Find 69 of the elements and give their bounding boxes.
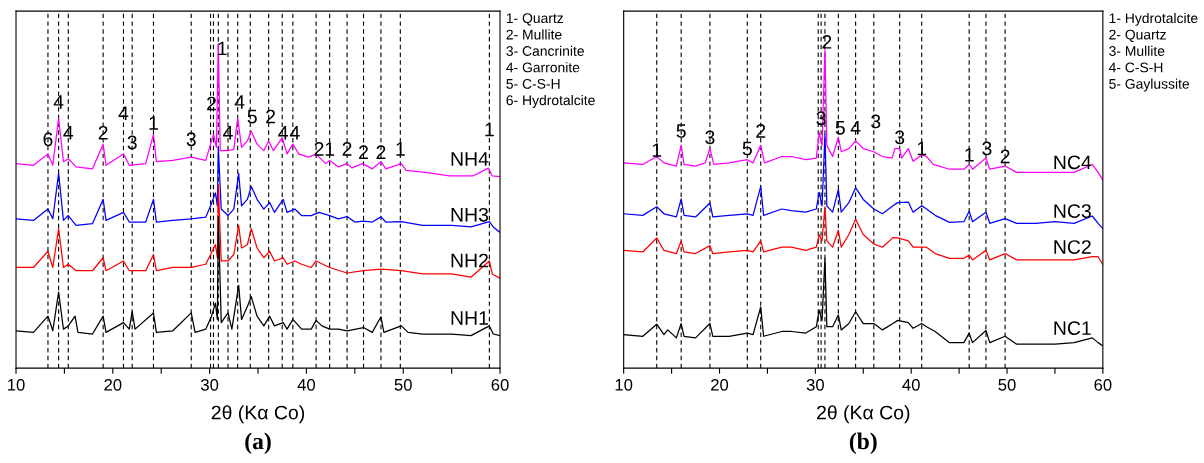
text: 3- Cancrinite xyxy=(506,45,584,56)
annotation: 1 xyxy=(325,142,335,156)
annotation: 4 xyxy=(850,121,861,135)
annotation: 5 xyxy=(835,121,845,135)
x-tick-label: 10 xyxy=(8,378,25,391)
annotation: 2 xyxy=(314,142,324,156)
x-tick-label: 60 xyxy=(491,378,509,391)
annotation: 1 xyxy=(396,142,405,156)
text: 4- Garronite xyxy=(506,62,580,73)
x-tick-label: 60 xyxy=(1094,378,1112,391)
text: 1- Quartz xyxy=(506,13,564,26)
x-tick-label: 40 xyxy=(297,378,316,391)
text: 2- Mullite xyxy=(506,29,562,40)
annotation: 4 xyxy=(278,126,289,140)
annotation: 1 xyxy=(917,141,927,156)
series-label: NC1 xyxy=(1054,321,1091,336)
annotation: 3 xyxy=(186,132,196,147)
annotation: 1 xyxy=(965,148,974,162)
text: 6- Hydrotalcite xyxy=(506,95,595,108)
annotation: 2 xyxy=(207,96,216,111)
annotation: 2 xyxy=(756,124,766,138)
annotation: 6 xyxy=(43,132,53,147)
annotation: 4 xyxy=(53,95,64,109)
text: 4- C-S-H xyxy=(1108,62,1163,73)
annotation: 2 xyxy=(1000,149,1010,164)
annotation: 4 xyxy=(223,126,233,140)
annotation: 3 xyxy=(705,130,715,145)
x-tick-label: 20 xyxy=(711,378,729,391)
series-label: NH3 xyxy=(451,207,489,222)
x-axis-title: 2θ (Kα Co) xyxy=(211,405,305,424)
x-tick-label: 50 xyxy=(998,378,1016,391)
series-label: NC3 xyxy=(1054,204,1091,218)
annotation: 5 xyxy=(247,109,257,124)
annotation: 2 xyxy=(98,125,108,140)
annotation: 2 xyxy=(342,142,352,156)
annotation: 2 xyxy=(376,145,386,159)
series-label: NC4 xyxy=(1054,155,1092,170)
text: 5- Gaylussite xyxy=(1109,78,1190,92)
x-tick-label: 50 xyxy=(394,378,412,391)
annotation: 1 xyxy=(485,122,494,137)
x-tick-label: 10 xyxy=(615,378,633,391)
x-axis-title: 2θ (Kα Co) xyxy=(817,405,910,424)
annotation: 1 xyxy=(652,143,662,157)
series-label: NC2 xyxy=(1054,240,1091,254)
annotation: 3 xyxy=(871,114,881,129)
x-tick-label: 40 xyxy=(902,378,920,391)
series-label: NH2 xyxy=(451,253,488,268)
annotation: 4 xyxy=(289,126,300,140)
annotation: 2 xyxy=(266,109,276,124)
annotation: 2 xyxy=(822,35,832,49)
x-tick-label: 30 xyxy=(806,378,824,391)
x-tick-label: 30 xyxy=(200,378,219,391)
series-label: NH4 xyxy=(451,152,489,166)
x-tick-label: 20 xyxy=(104,378,122,391)
text: 5- C-S-H xyxy=(506,78,560,89)
text: 2- Quartz xyxy=(1109,29,1166,43)
annotation: 4 xyxy=(63,126,74,140)
series-label: NH1 xyxy=(451,311,488,325)
annotation: 3 xyxy=(895,130,905,145)
annotation: 3 xyxy=(127,135,137,150)
annotation: 5 xyxy=(676,124,686,138)
annotation: 3 xyxy=(816,111,826,126)
annotation: 3 xyxy=(982,141,992,156)
text: 1- Hydrotalcite xyxy=(1109,12,1198,26)
text: (a) xyxy=(245,432,271,455)
text: 3- Mullite xyxy=(1109,45,1165,56)
text: (b) xyxy=(849,432,877,455)
annotation: 4 xyxy=(234,95,245,109)
annotation: 5 xyxy=(742,141,752,156)
